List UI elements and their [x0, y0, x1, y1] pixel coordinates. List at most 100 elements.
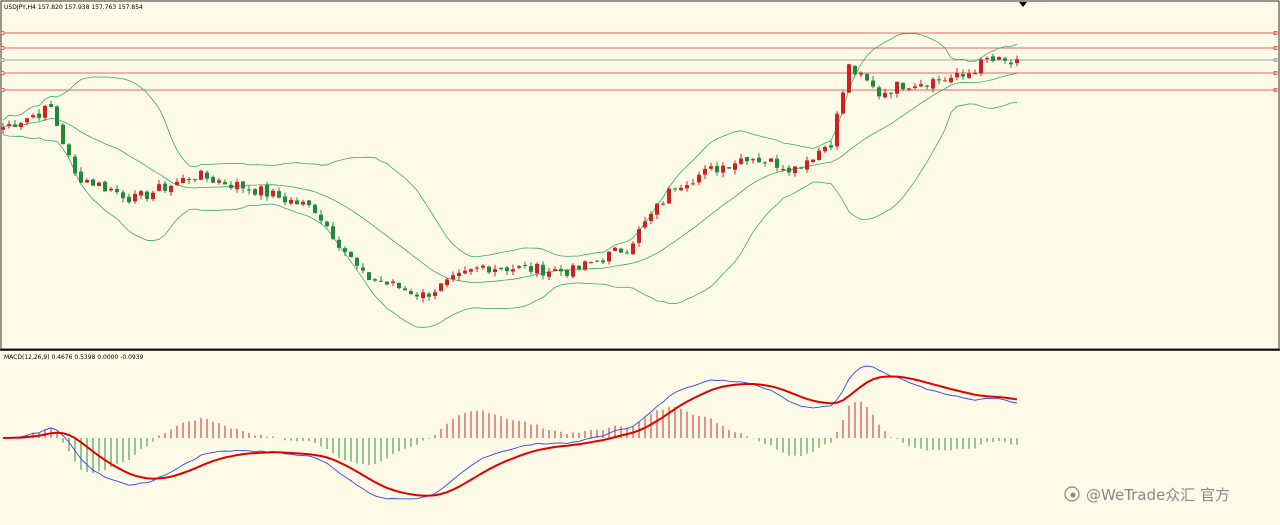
candle-body — [223, 182, 227, 185]
level-handle-right — [1273, 88, 1278, 92]
candle-body — [583, 261, 587, 270]
candle-body — [865, 73, 869, 81]
candle-body — [775, 158, 779, 168]
candle-body — [577, 265, 581, 270]
candle-body — [1015, 59, 1019, 64]
candle-body — [829, 145, 833, 148]
candle-body — [889, 92, 893, 94]
candle-body — [187, 179, 191, 181]
candle-body — [967, 73, 971, 78]
candle-body — [589, 262, 593, 264]
candle-body — [961, 74, 965, 77]
candle-body — [79, 171, 83, 183]
candle-body — [163, 183, 167, 191]
candle-body — [853, 65, 857, 75]
candle-body — [175, 181, 179, 186]
candle-body — [877, 87, 881, 97]
level-handle-left — [0, 31, 5, 35]
candle-body — [673, 188, 677, 190]
candle-body — [517, 266, 521, 268]
candle-body — [721, 165, 725, 173]
candle-body — [631, 243, 635, 255]
candle-body — [361, 267, 365, 271]
candle-body — [145, 191, 149, 199]
candle-body — [787, 167, 791, 173]
candle-body — [625, 252, 629, 254]
bb-middle-line — [2, 73, 1018, 283]
candle-body — [913, 86, 917, 88]
candle-body — [1009, 62, 1013, 65]
candle-body — [613, 247, 617, 251]
candle-body — [379, 280, 383, 282]
level-handle-right — [1273, 31, 1278, 35]
candle-body — [109, 188, 113, 191]
candle-body — [205, 172, 209, 179]
candle-body — [367, 272, 371, 281]
candle-body — [271, 190, 275, 197]
candle-body — [607, 251, 611, 262]
candle-body — [601, 260, 605, 263]
candle-body — [649, 214, 653, 222]
candle-body — [817, 150, 821, 161]
candle-body — [349, 251, 353, 258]
candle-body — [451, 275, 455, 280]
candle-body — [49, 104, 53, 107]
candle-body — [313, 204, 317, 214]
candle-body — [169, 185, 173, 193]
candle-body — [793, 166, 797, 174]
candle-body — [679, 187, 683, 191]
candle-body — [937, 79, 941, 81]
level-handle-right — [1273, 58, 1278, 62]
candle-body — [235, 182, 239, 190]
candle-body — [337, 239, 341, 248]
candle-body — [841, 92, 845, 114]
candle-body — [871, 80, 875, 87]
candle-body — [553, 269, 557, 271]
level-handle-left — [0, 46, 5, 50]
candle-body — [949, 77, 953, 83]
candle-body — [637, 229, 641, 243]
candle-body — [799, 167, 803, 169]
candle-body — [85, 180, 89, 183]
candle-body — [217, 180, 221, 183]
candle-body — [433, 292, 437, 296]
macd-line — [2, 365, 1018, 500]
level-handle-left — [0, 88, 5, 92]
watermark-text: @WeTrade众汇 官方 — [1086, 486, 1230, 504]
candle-body — [277, 191, 281, 198]
candles — [1, 53, 1019, 303]
shift-marker-icon[interactable] — [1019, 2, 1027, 7]
candle-body — [397, 282, 401, 289]
candle-body — [505, 267, 509, 272]
candle-body — [13, 124, 17, 128]
candle-body — [343, 248, 347, 252]
signal-line — [2, 375, 1018, 497]
candle-body — [901, 82, 905, 90]
candle-body — [421, 292, 425, 299]
candle-body — [805, 160, 809, 170]
candle-body — [409, 291, 413, 295]
candle-body — [763, 162, 767, 164]
candle-body — [499, 267, 503, 270]
level-handle-left — [0, 58, 5, 62]
horizontal-levels[interactable] — [0, 31, 1278, 92]
candle-body — [907, 88, 911, 90]
candle-body — [331, 226, 335, 239]
candle-body — [115, 188, 119, 193]
candle-body — [655, 203, 659, 215]
macd-label: MACD(12,26,9) 0.4676 0.5398 0.0000 -0.09… — [4, 354, 144, 361]
level-handle-right — [1273, 71, 1278, 75]
candle-body — [475, 267, 479, 269]
candle-body — [571, 265, 575, 277]
candle-body — [859, 72, 863, 75]
candle-body — [307, 200, 311, 206]
candle-body — [547, 271, 551, 277]
candle-body — [643, 221, 647, 228]
candle-body — [67, 144, 71, 156]
candle-body — [127, 196, 131, 203]
candle-body — [823, 147, 827, 152]
candle-body — [7, 124, 11, 126]
candle-body — [541, 264, 545, 276]
candle-body — [895, 81, 899, 94]
